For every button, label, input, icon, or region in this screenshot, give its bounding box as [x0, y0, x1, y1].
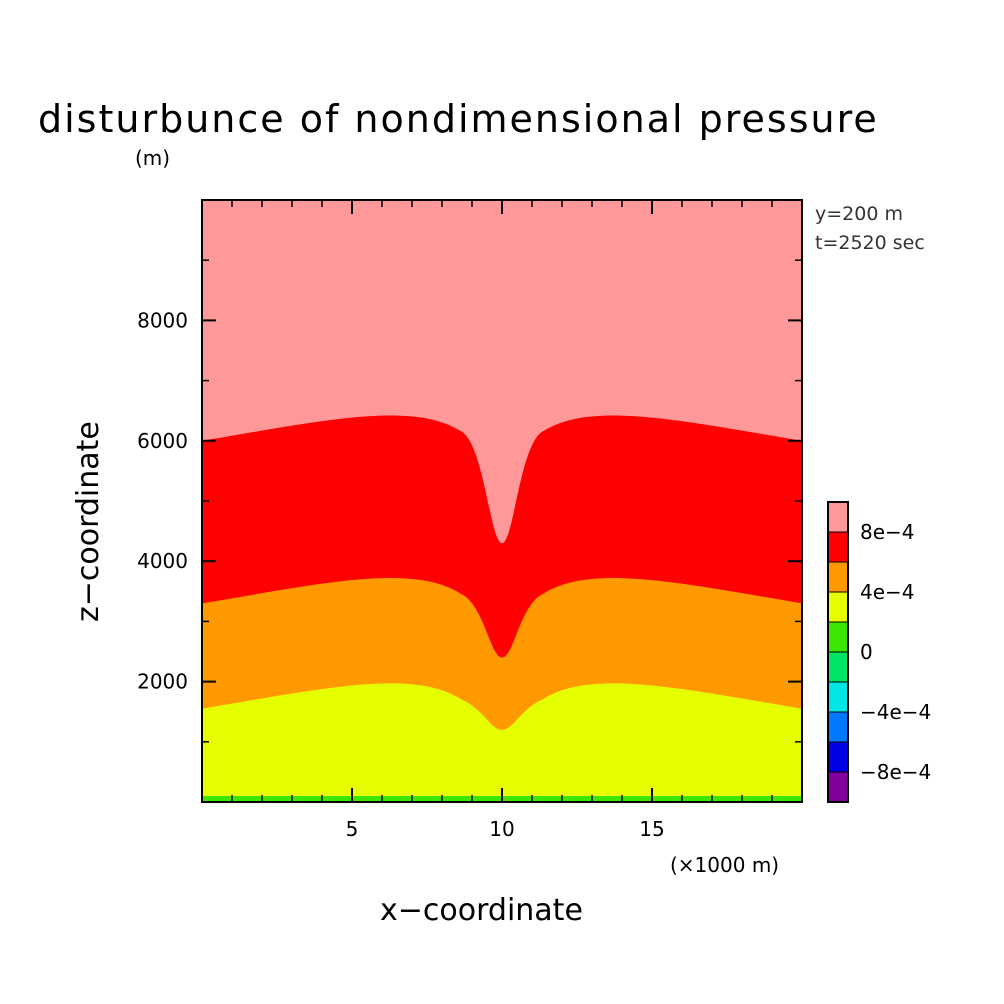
plot-area: 5 10 15 2000 4000 6000 8000 — [137, 199, 803, 841]
info-line-y: y=200 m — [815, 203, 903, 225]
colorbar-tick-label: −8e−4 — [860, 760, 931, 784]
y-axis-title: z−coordinate — [71, 421, 106, 622]
colorbar-swatch — [827, 621, 849, 653]
x-tick-label: 15 — [639, 817, 664, 841]
x-tick-label: 10 — [489, 817, 514, 841]
colorbar-tick-label: 8e−4 — [860, 520, 915, 544]
colorbar-swatch — [827, 711, 849, 743]
colorbar-swatch — [827, 771, 849, 803]
x-tick-label: 5 — [346, 817, 359, 841]
colorbar-swatch — [827, 561, 849, 593]
y-tick-label: 8000 — [137, 308, 188, 332]
colorbar-swatch — [827, 531, 849, 563]
colorbar-tick-label: −4e−4 — [860, 700, 931, 724]
colorbar-swatch — [827, 741, 849, 773]
contour-band-2 — [202, 683, 802, 802]
colorbar-tick-label: 0 — [860, 640, 873, 664]
colorbar-swatch — [827, 681, 849, 713]
colorbar-swatch — [827, 501, 849, 533]
x-unit-label: (×1000 m) — [670, 853, 779, 877]
colorbar-tick-label: 4e−4 — [860, 580, 915, 604]
y-tick-label: 6000 — [137, 429, 188, 453]
colorbar-swatch — [827, 591, 849, 623]
colorbar-frame — [827, 501, 849, 803]
y-tick-label: 4000 — [137, 549, 188, 573]
y-tick-label: 2000 — [137, 670, 188, 694]
colorbar: 8e−4 4e−4 0 −4e−4 −8e−4 — [827, 501, 931, 803]
y-unit-label: (m) — [135, 146, 170, 170]
colorbar-swatch — [827, 651, 849, 683]
x-axis-title: x−coordinate — [380, 893, 583, 928]
info-line-t: t=2520 sec — [815, 232, 925, 254]
chart-title: disturbunce of nondimensional pressure — [38, 97, 879, 141]
